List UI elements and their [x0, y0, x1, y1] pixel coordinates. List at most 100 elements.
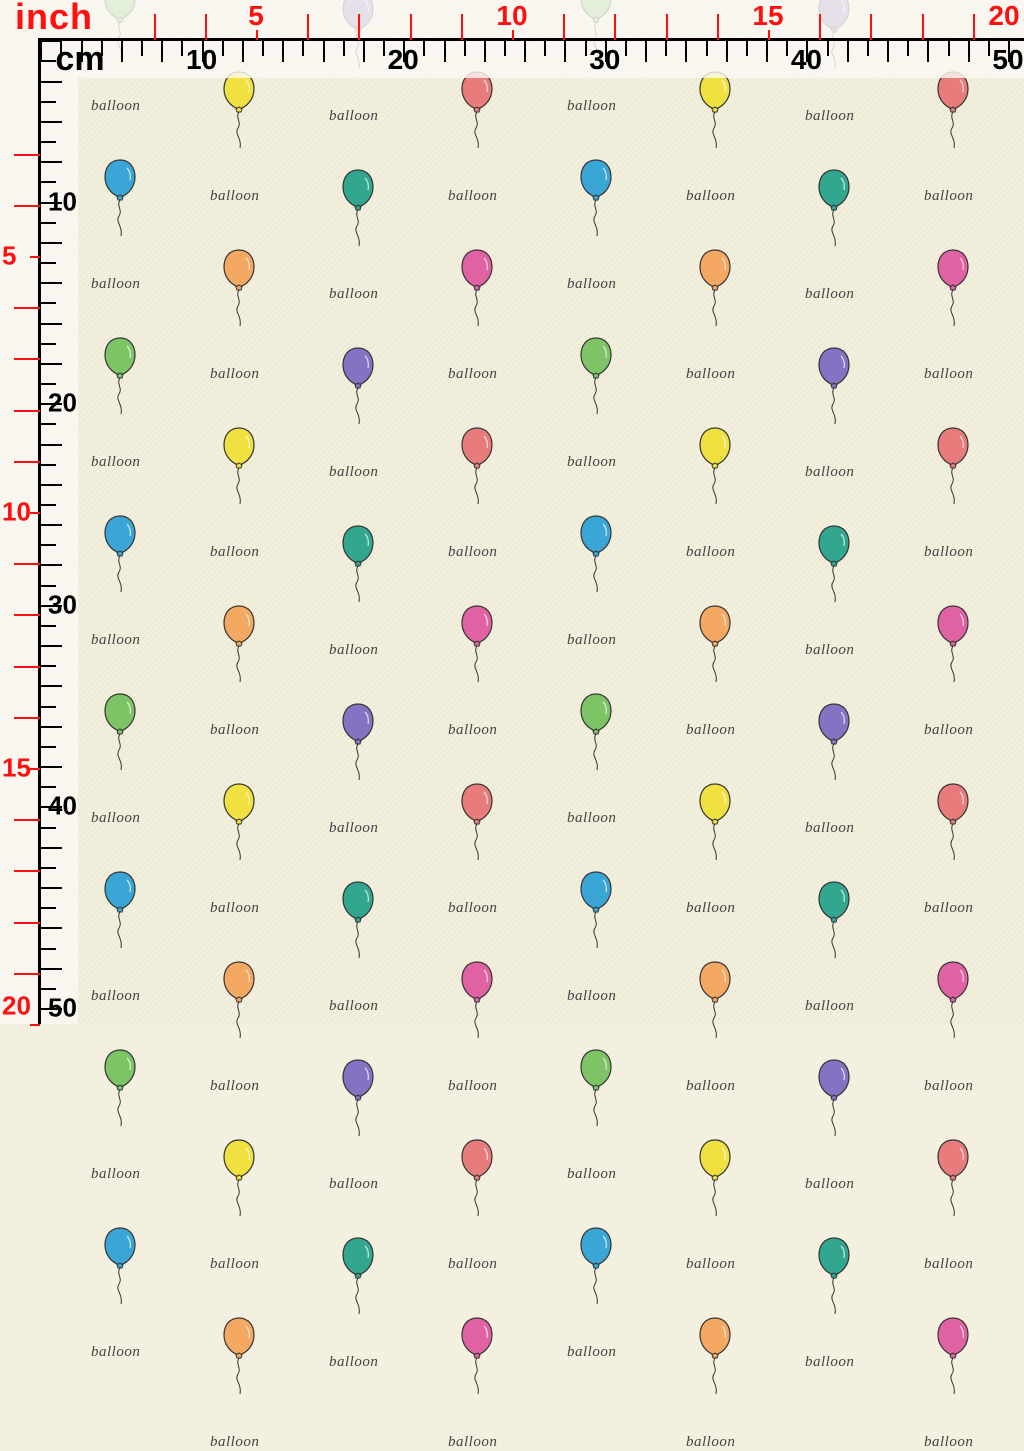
- balloon-text: balloon: [210, 722, 260, 738]
- cm-tick-top: [463, 40, 466, 56]
- balloon-text: balloon: [924, 188, 974, 204]
- balloon-text: balloon: [567, 276, 617, 292]
- balloon-motif: [341, 346, 375, 426]
- balloon-text: balloon: [567, 632, 617, 648]
- balloon-motif: [460, 1138, 494, 1218]
- cm-tick-top: [262, 40, 265, 56]
- balloon-motif: [222, 426, 256, 506]
- balloon-text: balloon: [91, 1166, 141, 1182]
- cm-tick-top: [786, 40, 789, 56]
- balloon-motif: [460, 604, 494, 684]
- balloon-motif: [103, 1048, 137, 1128]
- inch-label-top: 10: [496, 0, 528, 31]
- inch-tick-left: [14, 563, 40, 566]
- cm-tick-top: [947, 40, 950, 56]
- cm-label-top: 20: [387, 44, 419, 75]
- balloon-text: balloon: [210, 544, 260, 560]
- inch-tick-left: [14, 204, 40, 207]
- cm-tick-top: [584, 40, 587, 56]
- inch-tick-top: [204, 14, 207, 40]
- balloon-motif: [460, 426, 494, 506]
- balloon-text: balloon: [448, 366, 498, 382]
- cm-tick-left: [40, 423, 56, 426]
- balloon-text: balloon: [924, 900, 974, 916]
- inch-tick-top: [614, 14, 617, 40]
- balloon-text: balloon: [924, 722, 974, 738]
- balloon-text: balloon: [329, 464, 379, 480]
- cm-tick-left: [40, 766, 62, 769]
- cm-tick-top: [241, 40, 244, 62]
- inch-tick-top: [307, 14, 310, 40]
- balloon-text: balloon: [329, 1176, 379, 1192]
- cm-tick-top: [221, 40, 224, 56]
- balloon-text: balloon: [805, 1176, 855, 1192]
- inch-tick-top: [665, 14, 668, 40]
- balloon-text: balloon: [805, 464, 855, 480]
- balloon-text: balloon: [91, 98, 141, 114]
- cm-tick-top: [504, 40, 506, 56]
- cm-tick-top: [624, 40, 627, 56]
- balloon-motif: [222, 1138, 256, 1218]
- cm-tick-top: [141, 40, 144, 56]
- cm-tick-left: [40, 221, 56, 224]
- cm-tick-top: [544, 40, 547, 56]
- cm-label-left: 30: [48, 589, 77, 620]
- balloon-text: balloon: [329, 108, 379, 124]
- balloon-text: balloon: [924, 1434, 974, 1450]
- cm-label-left: 50: [48, 992, 77, 1023]
- cm-tick-left: [40, 866, 56, 869]
- cm-tick-left: [40, 887, 62, 890]
- balloon-text: balloon: [448, 544, 498, 560]
- balloon-motif: [579, 1048, 613, 1128]
- balloon-text: balloon: [805, 642, 855, 658]
- inch-tick-left: [14, 409, 40, 412]
- balloon-motif: [460, 960, 494, 1040]
- inch-tick-left: [14, 358, 40, 361]
- inch-tick-top: [768, 30, 770, 40]
- balloon-motif: [579, 692, 613, 772]
- balloon-text: balloon: [329, 820, 379, 836]
- inch-tick-left: [14, 716, 40, 719]
- cm-tick-left: [40, 342, 56, 345]
- inch-tick-left: [30, 768, 40, 770]
- cm-tick-top: [80, 40, 83, 62]
- cm-tick-top: [826, 40, 829, 56]
- cm-tick-top: [423, 40, 426, 56]
- cm-tick-left: [40, 241, 62, 244]
- balloon-text: balloon: [448, 1078, 498, 1094]
- balloon-motif: [341, 1058, 375, 1138]
- balloon-motif: [460, 248, 494, 328]
- cm-tick-top: [383, 40, 386, 56]
- cm-tick-top: [302, 40, 305, 56]
- balloon-motif: [222, 960, 256, 1040]
- balloon-text: balloon: [567, 454, 617, 470]
- cm-label-top: 40: [790, 44, 822, 75]
- cm-tick-top: [645, 40, 648, 62]
- inch-tick-top: [358, 14, 361, 40]
- cm-tick-top: [887, 40, 890, 62]
- balloon-text: balloon: [805, 820, 855, 836]
- cm-tick-left: [40, 302, 56, 305]
- balloon-motif: [460, 70, 494, 150]
- cm-label-left: 10: [48, 186, 77, 217]
- balloon-motif: [936, 1316, 970, 1396]
- balloon-motif: [341, 168, 375, 248]
- inch-tick-left: [14, 972, 40, 975]
- cm-tick-left: [40, 584, 56, 587]
- inch-label-left: 20: [2, 990, 31, 1021]
- balloon-motif: [817, 880, 851, 960]
- balloon-motif: [698, 1316, 732, 1396]
- inch-tick-left: [14, 921, 40, 924]
- inch-label-left: 5: [2, 240, 17, 271]
- cm-tick-top: [987, 40, 990, 56]
- balloon-motif: [936, 604, 970, 684]
- balloon-text: balloon: [210, 1078, 260, 1094]
- balloon-motif: [936, 248, 970, 328]
- inch-tick-top: [716, 14, 719, 40]
- balloon-text: balloon: [448, 188, 498, 204]
- cm-tick-top: [322, 40, 325, 62]
- balloon-text: balloon: [329, 998, 379, 1014]
- balloon-text: balloon: [210, 1256, 260, 1272]
- cm-tick-left: [40, 786, 56, 789]
- cm-tick-left: [40, 80, 62, 83]
